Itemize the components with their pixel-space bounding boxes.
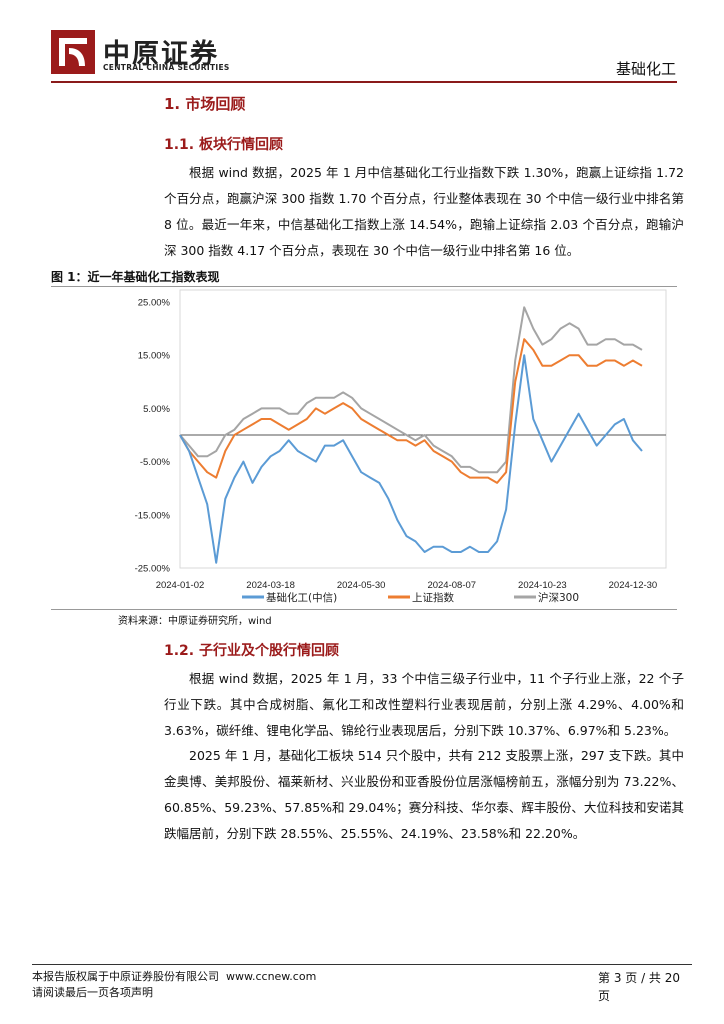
- company-name-en: CENTRAL CHINA SECURITIES: [103, 63, 230, 72]
- y-tick-label: -25.00%: [135, 564, 171, 575]
- x-tick-label: 2024-05-30: [337, 580, 386, 591]
- x-tick-label: 2024-03-18: [246, 580, 295, 591]
- index-performance-chart: 25.00% 15.00% 5.00% -5.00% -15.00% -25.00% 202…: [135, 289, 667, 604]
- legend-label: 基础化工(中信): [266, 591, 337, 604]
- y-tick-label: -15.00%: [135, 510, 171, 521]
- figure-bottom-rule: [51, 609, 677, 610]
- figure-top-rule: [51, 286, 677, 287]
- x-tick-label: 2024-12-30: [609, 580, 658, 591]
- figure-source: 资料来源：中原证券研究所，wind: [118, 616, 272, 627]
- y-tick-label: 15.00%: [138, 351, 171, 362]
- series-line: [179, 338, 643, 484]
- x-tick-label: 2024-08-07: [427, 580, 476, 591]
- company-name-cn: 中原证券: [103, 39, 219, 70]
- x-tick-label: 2024-10-23: [518, 580, 567, 591]
- footer-disclaimer: 本报告版权属于中原证券股份有限公司 www.ccnew.com 请阅读最后一页各…: [32, 969, 316, 1001]
- chart-plot-frame: [179, 289, 667, 569]
- footer-notice: 请阅读最后一页各项声明: [32, 986, 153, 999]
- footer-website-link[interactable]: www.ccnew.com: [226, 970, 317, 983]
- y-tick-label: 25.00%: [138, 298, 171, 309]
- subsector-review-text-1: 根据 wind 数据，2025 年 1 月，33 个中信三级子行业中，11 个子…: [164, 671, 684, 738]
- footer-copyright: 本报告版权属于中原证券股份有限公司: [32, 970, 219, 983]
- series-line: [179, 306, 643, 474]
- sector-review-paragraph: 根据 wind 数据，2025 年 1 月中信基础化工行业指数下跌 1.30%，…: [164, 160, 684, 264]
- header-divider: [51, 81, 677, 83]
- y-tick-label: -5.00%: [140, 457, 171, 468]
- y-tick-label: 5.00%: [143, 404, 170, 415]
- section-title-subsector-review: 1.2. 子行业及个股行情回顾: [164, 643, 339, 659]
- figure-title: 图 1：近一年基础化工指数表现: [51, 270, 220, 284]
- x-tick-label: 2024-01-02: [156, 580, 205, 591]
- stock-review-text: 2025 年 1 月，基础化工板块 514 只个股中，共有 212 支股票上涨，…: [164, 748, 684, 841]
- sector-review-text: 根据 wind 数据，2025 年 1 月中信基础化工行业指数下跌 1.30%，…: [164, 165, 684, 258]
- legend-label: 上证指数: [412, 591, 454, 604]
- stock-review-paragraph: 2025 年 1 月，基础化工板块 514 只个股中，共有 212 支股票上涨，…: [164, 743, 684, 847]
- report-category: 基础化工: [615, 60, 676, 78]
- logo-mark-icon: [51, 30, 95, 74]
- footer-divider: [32, 964, 692, 965]
- section-title-market-review: 1. 市场回顾: [164, 95, 246, 113]
- subsector-review-paragraph-1: 根据 wind 数据，2025 年 1 月，33 个中信三级子行业中，11 个子…: [164, 666, 684, 744]
- legend-label: 沪深300: [538, 591, 579, 604]
- page-number: 第 3 页 / 共 20 页: [598, 971, 681, 1003]
- section-title-sector-review: 1.1. 板块行情回顾: [164, 137, 283, 153]
- company-logo: 中原证券 CENTRAL CHINA SECURITIES: [51, 30, 231, 78]
- series-line: [179, 354, 643, 564]
